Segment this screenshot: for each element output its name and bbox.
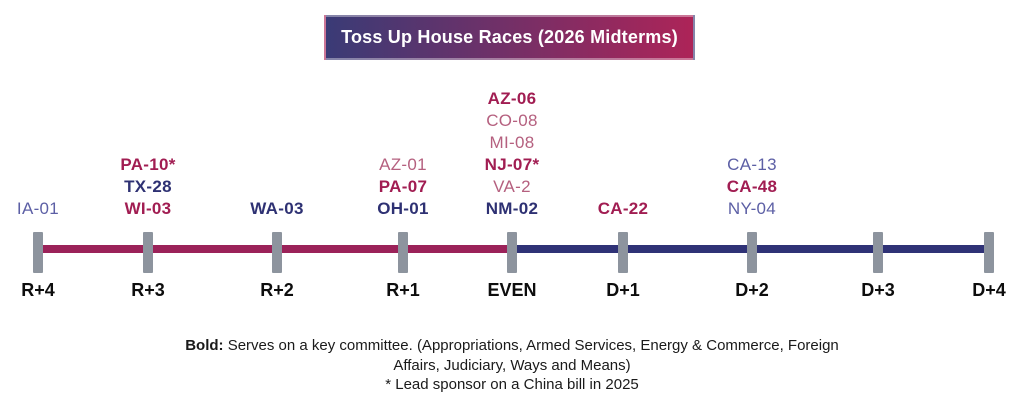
race-label: AZ-06: [487, 89, 537, 108]
race-label: TX-28: [124, 177, 172, 196]
race-label: OH-01: [377, 199, 429, 218]
footnote-line-2: Affairs, Judiciary, Ways and Means): [393, 356, 631, 374]
axis-tick-d3: [873, 232, 883, 273]
race-column-d2: CA-13 CA-48 NY-04: [727, 154, 778, 220]
axis-tick-label: D+2: [735, 280, 769, 300]
race-label: NM-02: [485, 199, 539, 218]
axis-tick-label: D+3: [861, 280, 895, 300]
race-column-r3: PA-10* TX-28 WI-03: [120, 154, 175, 220]
race-column-r2: WA-03: [250, 198, 303, 220]
axis-tick-r1: [398, 232, 408, 273]
footnote-line-1-text: Serves on a key committee. (Appropriatio…: [223, 337, 839, 354]
axis-tick-label: R+2: [260, 280, 294, 300]
chart-title: Toss Up House Races (2026 Midterms): [341, 27, 678, 47]
race-column-r1: AZ-01 PA-07 OH-01: [377, 154, 429, 220]
axis-tick-label: D+4: [972, 280, 1006, 300]
axis-tick-r3: [143, 232, 153, 273]
race-label: CA-48: [726, 177, 778, 196]
axis-tick-label: EVEN: [487, 280, 537, 300]
race-label: WI-03: [124, 199, 172, 218]
footnote: Bold: Serves on a key committee. (Approp…: [0, 336, 1024, 395]
footnote-bold-label: Bold:: [185, 337, 224, 354]
axis-tick-r2: [272, 232, 282, 273]
axis-tick-even: [507, 232, 517, 273]
axis-tick-label: D+1: [606, 280, 640, 300]
race-label: CA-13: [727, 155, 777, 174]
axis-tick-r4: [33, 232, 43, 273]
axis-tick-d1: [618, 232, 628, 273]
race-column-even: AZ-06 CO-08 MI-08 NJ-07* VA-2 NM-02: [485, 88, 540, 220]
race-column-d1: CA-22: [598, 198, 649, 220]
race-label: CO-08: [486, 111, 538, 130]
race-label: VA-2: [493, 177, 531, 196]
race-label: PA-07: [378, 177, 428, 196]
footnote-line-1: Bold: Serves on a key committee. (Approp…: [0, 336, 1024, 356]
race-column-r4: IA-01: [17, 198, 59, 220]
footnote-line-3: * Lead sponsor on a China bill in 2025: [385, 376, 639, 393]
axis-tick-label: R+4: [21, 280, 55, 300]
axis-tick-label: R+3: [131, 280, 165, 300]
axis-tick-label: R+1: [386, 280, 420, 300]
axis-tick-d4: [984, 232, 994, 273]
race-label: IA-01: [16, 199, 60, 218]
title-banner: Toss Up House Races (2026 Midterms): [324, 15, 695, 60]
race-label: NJ-07*: [484, 155, 540, 174]
race-label: CA-22: [597, 199, 649, 218]
race-label: AZ-01: [379, 155, 427, 174]
race-label: WA-03: [250, 199, 304, 218]
race-label: NY-04: [727, 199, 777, 218]
race-label: PA-10*: [120, 155, 176, 174]
race-label: MI-08: [489, 133, 535, 152]
axis-tick-d2: [747, 232, 757, 273]
